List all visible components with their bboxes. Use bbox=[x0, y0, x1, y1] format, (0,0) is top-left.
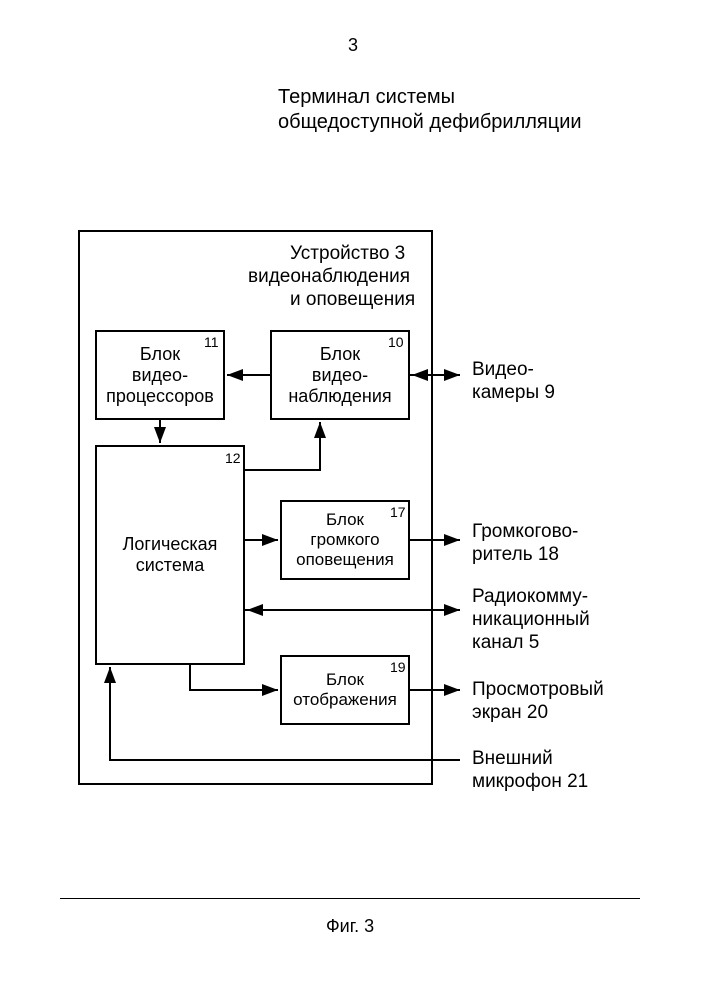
loud-num: 17 bbox=[390, 504, 406, 522]
ext-mic-1: Внешний bbox=[472, 747, 553, 771]
loud-l1: Блок bbox=[326, 510, 364, 530]
logic-l1: Логическая bbox=[123, 534, 218, 555]
container-label-3: и оповещения bbox=[290, 288, 415, 312]
videoproc-l3: процессоров bbox=[106, 386, 214, 407]
surv-l3: наблюдения bbox=[288, 386, 391, 407]
ext-screen-2: экран 20 bbox=[472, 701, 548, 725]
ext-mic-2: микрофон 21 bbox=[472, 770, 588, 794]
logic-l2: система bbox=[136, 555, 205, 576]
ext-cameras-2: камеры 9 bbox=[472, 381, 555, 405]
videoproc-l2: видео- bbox=[132, 365, 188, 386]
ext-cameras-1: Видео- bbox=[472, 358, 534, 382]
diagram-canvas: 3 Терминал системы общедоступной дефибри… bbox=[0, 0, 707, 1000]
ext-radio-3: канал 5 bbox=[472, 631, 539, 655]
title-line1: Терминал системы bbox=[278, 85, 455, 110]
figure-caption: Фиг. 3 bbox=[326, 915, 374, 938]
page-number: 3 bbox=[348, 34, 358, 57]
ext-screen-1: Просмотровый bbox=[472, 678, 604, 702]
title-line2: общедоступной дефибрилляции bbox=[278, 110, 582, 135]
ext-speaker-2: ритель 18 bbox=[472, 543, 559, 567]
surv-l2: видео- bbox=[312, 365, 368, 386]
videoproc-num: 11 bbox=[204, 334, 219, 352]
box-logic: Логическая система bbox=[95, 445, 245, 665]
container-label-2: видеонаблюдения bbox=[248, 265, 410, 289]
caption-rule bbox=[60, 898, 640, 899]
disp-l2: отображения bbox=[293, 690, 397, 710]
loud-l3: оповещения bbox=[296, 550, 394, 570]
disp-num: 19 bbox=[390, 659, 406, 677]
disp-l1: Блок bbox=[326, 670, 364, 690]
surv-l1: Блок bbox=[320, 344, 360, 365]
videoproc-l1: Блок bbox=[140, 344, 180, 365]
surv-num: 10 bbox=[388, 334, 404, 352]
ext-radio-1: Радиокомму- bbox=[472, 585, 588, 609]
logic-num: 12 bbox=[225, 450, 241, 468]
ext-radio-2: никационный bbox=[472, 608, 590, 632]
loud-l2: громкого bbox=[310, 530, 379, 550]
container-label-1: Устройство 3 bbox=[290, 242, 405, 266]
ext-speaker-1: Громкогово- bbox=[472, 520, 578, 544]
